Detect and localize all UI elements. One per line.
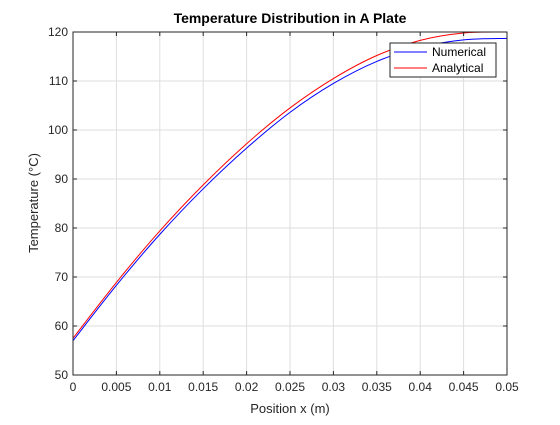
y-tick-label: 70 xyxy=(55,270,69,284)
legend: Numerical Analytical xyxy=(389,42,497,78)
x-tick-label: 0.005 xyxy=(101,380,131,394)
y-tick-label: 110 xyxy=(49,74,68,88)
x-tick-label: 0.05 xyxy=(495,380,519,394)
y-tick-label: 100 xyxy=(48,123,68,137)
x-tick-label: 0.045 xyxy=(449,380,479,394)
y-axis-label: Temperature (°C) xyxy=(26,153,41,253)
y-tick-label: 80 xyxy=(55,221,69,235)
x-tick-label: 0.01 xyxy=(148,380,172,394)
y-tick-label: 120 xyxy=(48,25,68,39)
legend-label-analytical: Analytical xyxy=(432,61,483,75)
axes: 0 0.005 0.01 0.015 0.02 0.025 0.03 0.035 0.04 0.0… xyxy=(48,25,519,394)
y-tick-label: 90 xyxy=(55,172,69,186)
legend-box xyxy=(389,42,497,78)
x-tick-label: 0.02 xyxy=(235,380,259,394)
x-axis-label: Position x (m) xyxy=(250,401,329,416)
series-line-analytical xyxy=(72,31,508,339)
x-tick-label: 0.015 xyxy=(188,380,218,394)
x-tick-label: 0 xyxy=(70,380,77,394)
x-tick-label: 0.04 xyxy=(409,380,433,394)
legend-label-numerical: Numerical xyxy=(432,45,486,59)
y-tick-label: 50 xyxy=(55,368,69,382)
x-tick-label: 0.03 xyxy=(322,380,346,394)
chart-title: Temperature Distribution in A Plate xyxy=(174,10,407,26)
x-tick-label: 0.035 xyxy=(362,380,392,394)
y-tick-label: 60 xyxy=(55,319,69,333)
x-tick-label: 0.025 xyxy=(275,380,305,394)
